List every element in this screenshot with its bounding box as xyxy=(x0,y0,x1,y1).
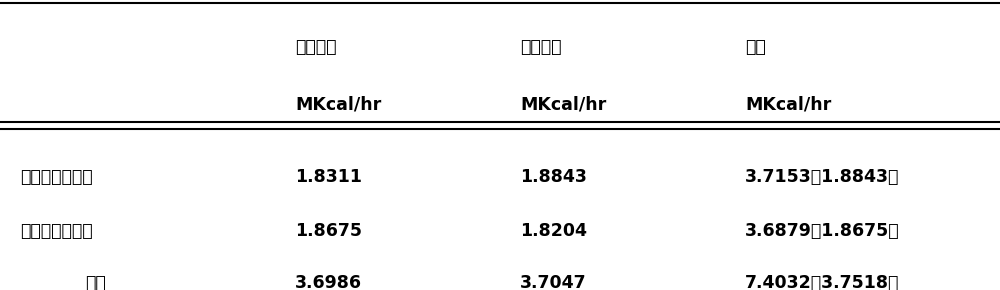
Text: 7.4032（3.7518）: 7.4032（3.7518） xyxy=(745,274,899,290)
Text: 3.7153（1.8843）: 3.7153（1.8843） xyxy=(745,168,899,186)
Text: MKcal/hr: MKcal/hr xyxy=(520,96,606,114)
Text: 合计: 合计 xyxy=(745,38,766,56)
Text: 1.8311: 1.8311 xyxy=(295,168,362,186)
Text: 3.7047: 3.7047 xyxy=(520,274,587,290)
Text: MKcal/hr: MKcal/hr xyxy=(295,96,381,114)
Text: 合计: 合计 xyxy=(85,274,106,290)
Text: MKcal/hr: MKcal/hr xyxy=(745,96,831,114)
Text: 冷却负荷: 冷却负荷 xyxy=(295,38,336,56)
Text: 3.6879（1.8675）: 3.6879（1.8675） xyxy=(745,222,900,240)
Text: 1.8204: 1.8204 xyxy=(520,222,587,240)
Text: 加热负荷: 加热负荷 xyxy=(520,38,562,56)
Text: 1.8675: 1.8675 xyxy=(295,222,362,240)
Text: 低压隔壁精馏塔: 低压隔壁精馏塔 xyxy=(20,222,93,240)
Text: 1.8843: 1.8843 xyxy=(520,168,587,186)
Text: 3.6986: 3.6986 xyxy=(295,274,362,290)
Text: 常压隔壁精馏塔: 常压隔壁精馏塔 xyxy=(20,168,93,186)
